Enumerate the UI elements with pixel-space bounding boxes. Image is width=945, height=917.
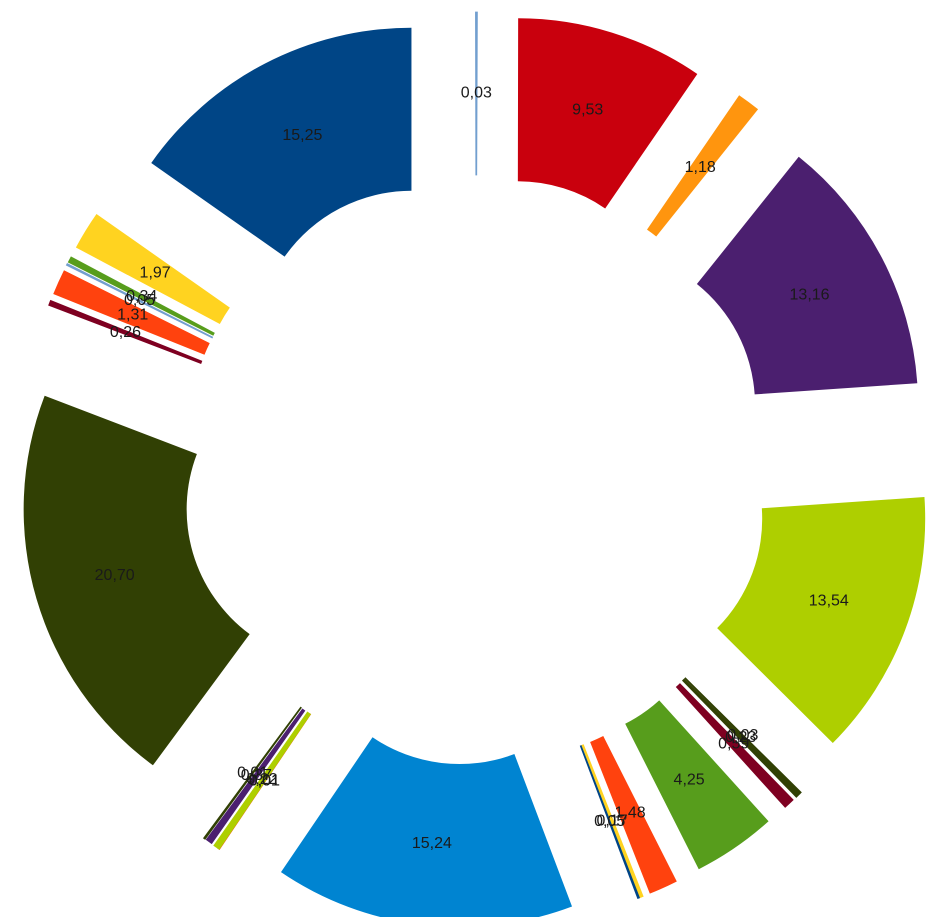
slice-label-0: 0,03 bbox=[461, 85, 492, 102]
slice-label-24: 15,25 bbox=[282, 127, 322, 144]
labels-group: 0,039,531,1813,1613,540,030,230,594,251,… bbox=[95, 85, 849, 852]
slice-24 bbox=[151, 27, 412, 257]
slice-10 bbox=[581, 744, 644, 899]
slice-2 bbox=[646, 95, 759, 237]
slice-label-4: 13,54 bbox=[809, 593, 849, 610]
slice-label-12: 15,24 bbox=[412, 835, 452, 852]
slice-label-3: 13,16 bbox=[790, 287, 830, 304]
slice-7 bbox=[675, 683, 794, 808]
slice-label-17: 0,01 bbox=[237, 764, 268, 781]
slice-label-10: 0,17 bbox=[597, 812, 628, 829]
slice-label-8: 4,25 bbox=[674, 772, 705, 789]
slice-4 bbox=[717, 497, 926, 743]
slice-18 bbox=[23, 395, 250, 766]
slice-label-5: 0,03 bbox=[727, 727, 758, 744]
slice-8 bbox=[625, 700, 769, 870]
slice-label-6: 0,23 bbox=[725, 729, 756, 746]
slice-label-2: 1,18 bbox=[685, 159, 716, 176]
slice-label-23: 1,97 bbox=[140, 264, 171, 281]
slices-group bbox=[23, 11, 926, 917]
slice-1 bbox=[517, 18, 698, 209]
slice-21 bbox=[65, 262, 214, 339]
slice-5 bbox=[684, 677, 802, 795]
slice-12 bbox=[280, 737, 573, 917]
slice-label-11: 0,05 bbox=[594, 813, 625, 830]
slice-label-7: 0,59 bbox=[718, 736, 749, 753]
slice-label-15: 0,22 bbox=[246, 771, 277, 788]
slice-label-18: 20,70 bbox=[95, 567, 135, 584]
slice-22 bbox=[67, 256, 215, 336]
slice-label-19: 0,26 bbox=[110, 324, 141, 341]
slice-label-14: 0,01 bbox=[249, 773, 280, 790]
slice-label-9: 1,48 bbox=[615, 805, 646, 822]
slice-14 bbox=[217, 713, 312, 850]
slice-15 bbox=[213, 711, 310, 849]
slice-label-20: 1,31 bbox=[117, 307, 148, 324]
slice-label-13: 0,01 bbox=[249, 773, 280, 790]
slice-16 bbox=[205, 708, 306, 845]
slice-label-16: 0,37 bbox=[241, 767, 272, 784]
slice-11 bbox=[579, 745, 641, 900]
slice-17 bbox=[202, 706, 302, 840]
slice-6 bbox=[682, 678, 801, 798]
slice-9 bbox=[590, 736, 677, 894]
slice-0 bbox=[475, 11, 478, 176]
slice-19 bbox=[48, 299, 203, 365]
slice-3 bbox=[696, 156, 918, 395]
slice-20 bbox=[53, 270, 210, 355]
slice-label-21: 0,05 bbox=[124, 292, 155, 309]
slice-label-1: 9,53 bbox=[572, 102, 603, 119]
slice-23 bbox=[75, 213, 230, 325]
slice-label-22: 0,34 bbox=[126, 288, 157, 305]
